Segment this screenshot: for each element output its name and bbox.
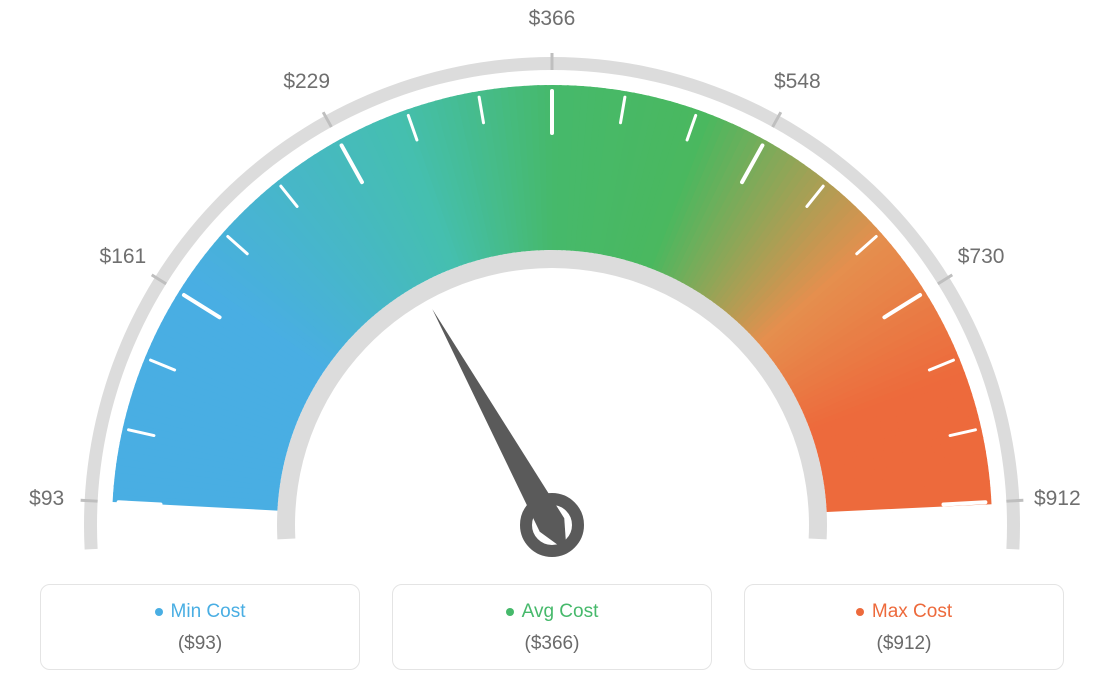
gauge-tick-label: $366 [529,7,576,31]
legend-value-min: ($93) [41,633,359,655]
gauge-needle [432,309,566,551]
gauge-tick-label: $548 [774,70,821,94]
dot-icon [856,608,864,616]
legend-label: Max Cost [872,601,952,623]
gauge-area: $93 $161 $229 $366 $548 $730 $912 [0,0,1104,560]
legend-value-max: ($912) [745,633,1063,655]
gauge-svg [0,0,1104,560]
gauge-tick-label: $161 [100,245,147,269]
gauge-tick-label: $93 [29,487,64,511]
legend-label: Min Cost [171,601,246,623]
gauge-tick-label: $229 [283,70,330,94]
legend-title-avg: Avg Cost [506,601,599,623]
legend-value-avg: ($366) [393,633,711,655]
dot-icon [155,608,163,616]
gauge-color-arc [113,85,992,512]
legend-card-min: Min Cost ($93) [40,584,360,670]
legend-title-min: Min Cost [155,601,246,623]
gauge-tick-label: $730 [958,245,1005,269]
gauge-chart-container: $93 $161 $229 $366 $548 $730 $912 Min Cost ($9… [0,0,1104,690]
dot-icon [506,608,514,616]
legend-title-max: Max Cost [856,601,952,623]
legend-label: Avg Cost [522,601,599,623]
legend-card-avg: Avg Cost ($366) [392,584,712,670]
gauge-tick-label: $912 [1034,487,1081,511]
legend-card-max: Max Cost ($912) [744,584,1064,670]
legend-row: Min Cost ($93) Avg Cost ($366) Max Cost … [0,584,1104,670]
